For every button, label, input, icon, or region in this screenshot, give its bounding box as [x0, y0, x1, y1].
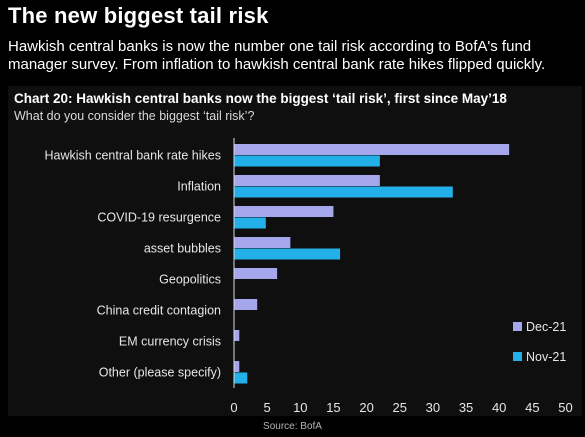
category-label: EM currency crisis	[119, 335, 221, 349]
x-tick-label: 10	[293, 400, 307, 415]
category-label: Inflation	[177, 180, 221, 194]
category-label: China credit contagion	[97, 304, 221, 318]
x-tick-label: 25	[393, 400, 407, 415]
x-tick-label: 15	[326, 400, 340, 415]
bar-dec-21	[234, 175, 380, 186]
x-tick-label: 30	[426, 400, 440, 415]
category-label: COVID-19 resurgence	[97, 211, 221, 225]
x-tick-label: 35	[459, 400, 473, 415]
x-tick-label: 50	[558, 400, 572, 415]
bar-dec-21	[234, 299, 258, 310]
subtitle: Hawkish central banks is now the number …	[8, 38, 546, 73]
chart-title: Chart 20: Hawkish central banks now the …	[14, 91, 507, 106]
bar-dec-21	[234, 237, 291, 248]
headline: The new biggest tail risk	[8, 3, 269, 28]
bar-dec-21	[234, 361, 240, 372]
bar-nov-21	[234, 155, 380, 167]
bar-nov-21	[234, 248, 341, 260]
legend-swatch-dec-21	[513, 322, 522, 331]
chart-subtitle: What do you consider the biggest ‘tail r…	[14, 109, 255, 123]
bar-dec-21	[234, 330, 240, 341]
bar-nov-21	[234, 372, 248, 384]
category-label: Geopolitics	[159, 273, 221, 287]
bar-nov-21	[234, 217, 266, 229]
legend-label: Dec-21	[526, 320, 566, 334]
x-tick-label: 5	[264, 400, 271, 415]
bar-dec-21	[234, 206, 334, 217]
bar-dec-21	[234, 144, 510, 155]
category-label: Hawkish central bank rate hikes	[45, 149, 221, 163]
category-label: asset bubbles	[144, 242, 221, 256]
legend-label: Nov-21	[526, 350, 566, 364]
source-note: Source: BofA	[263, 421, 322, 432]
x-tick-label: 0	[230, 400, 237, 415]
legend-swatch-nov-21	[513, 352, 522, 361]
x-tick-label: 45	[525, 400, 539, 415]
bar-dec-21	[234, 268, 278, 279]
category-label: Other (please specify)	[99, 366, 221, 380]
bar-nov-21	[234, 186, 453, 198]
x-tick-label: 40	[492, 400, 506, 415]
x-tick-label: 20	[359, 400, 373, 415]
